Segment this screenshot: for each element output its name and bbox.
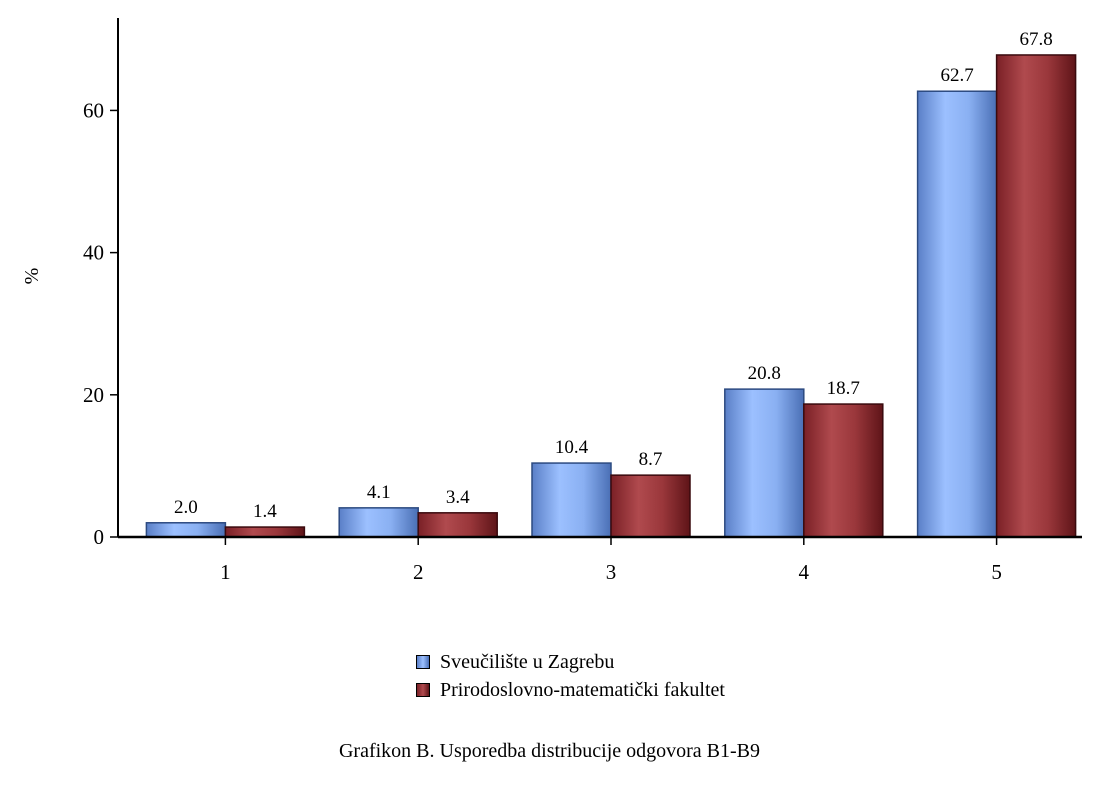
bar-series-1-cat-3 — [531, 462, 612, 538]
x-tick-label-4: 4 — [799, 560, 810, 584]
x-tick-label-1: 1 — [220, 560, 231, 584]
data-label-series-1-cat-5: 62.7 — [940, 65, 973, 86]
legend-swatch-series-2 — [416, 683, 430, 697]
bar-series-1-cat-5 — [916, 90, 998, 538]
y-axis-label: % — [21, 268, 43, 285]
legend-item-series-2: Prirodoslovno-matematički fakultet — [416, 676, 725, 704]
data-label-series-2-cat-5: 67.8 — [1019, 29, 1052, 50]
data-label-series-2-cat-4: 18.7 — [827, 378, 860, 399]
bars-layer — [145, 54, 1077, 538]
legend: Sveučilište u Zagrebu Prirodoslovno-mate… — [416, 648, 725, 704]
data-label-series-1-cat-4: 20.8 — [748, 363, 781, 384]
legend-item-series-1: Sveučilište u Zagrebu — [416, 648, 725, 676]
bar-series-2-cat-1 — [224, 526, 306, 538]
axes-layer: 1 2 3 4 5 0 20 40 60% — [21, 18, 1082, 584]
legend-label-series-2: Prirodoslovno-matematički fakultet — [440, 679, 725, 701]
bar-series-2-cat-4 — [803, 403, 884, 538]
y-tick-label-60: 60 — [83, 98, 104, 122]
bar-series-2-cat-5 — [995, 54, 1077, 538]
data-label-series-1-cat-2: 4.1 — [367, 482, 391, 503]
y-tick-label-0: 0 — [94, 525, 105, 549]
bar-series-2-cat-2 — [417, 512, 498, 538]
x-tick-label-2: 2 — [413, 560, 424, 584]
bar-series-2-cat-3 — [610, 474, 691, 538]
bar-series-1-cat-1 — [145, 522, 227, 538]
data-labels-layer: 2.0 1.4 4.1 3.4 10.4 8.7 20.8 18.7 62.7 67.8 — [174, 29, 1053, 522]
x-tick-label-5: 5 — [991, 560, 1002, 584]
data-label-series-1-cat-3: 10.4 — [555, 437, 589, 458]
data-label-series-2-cat-1: 1.4 — [253, 501, 277, 522]
x-tick-label-3: 3 — [606, 560, 617, 584]
chart-caption: Grafikon B. Usporedba distribucije odgov… — [338, 740, 761, 762]
legend-label-series-1: Sveučilište u Zagrebu — [440, 651, 615, 673]
y-tick-label-20: 20 — [83, 383, 104, 407]
data-label-series-1-cat-1: 2.0 — [174, 497, 198, 518]
y-tick-label-40: 40 — [83, 241, 104, 265]
legend-swatch-series-1 — [416, 655, 430, 669]
bar-series-1-cat-2 — [338, 507, 419, 538]
data-label-series-2-cat-2: 3.4 — [446, 487, 470, 508]
data-label-series-2-cat-3: 8.7 — [639, 449, 663, 470]
bar-series-1-cat-4 — [724, 388, 805, 538]
